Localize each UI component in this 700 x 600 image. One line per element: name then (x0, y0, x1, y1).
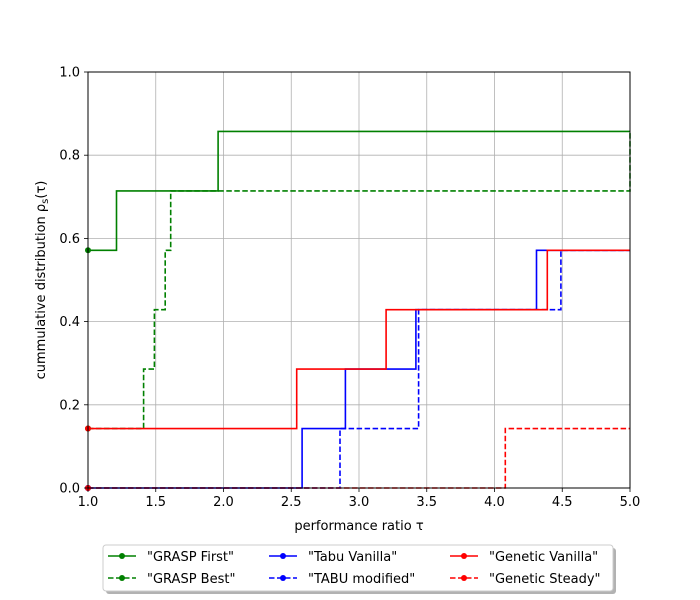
legend-label-1: "GRASP First" (147, 550, 234, 565)
series-line-5 (88, 249, 630, 430)
legend-label-5: "Genetic Vanilla" (489, 550, 598, 565)
y-tick-label: 1.0 (59, 66, 80, 81)
grid-lines (87, 71, 631, 489)
y-tick-label: 0.2 (59, 398, 80, 413)
legend-marker-4 (280, 575, 286, 581)
legend-box (102, 544, 614, 592)
legend-marker-3 (280, 553, 286, 559)
x-tick-label: 4.0 (484, 495, 505, 510)
x-tick-label: 2.0 (213, 495, 234, 510)
x-tick-label: 1.5 (145, 495, 166, 510)
y-axis-label: cummulative distribution ρs(τ) (34, 181, 51, 380)
x-tick-label: 3.5 (416, 495, 437, 510)
y-tick-label: 0.4 (59, 315, 80, 330)
series-line-4 (88, 249, 630, 489)
legend-marker-5 (461, 553, 467, 559)
series-line-2 (88, 131, 631, 430)
legend-marker-2 (119, 575, 125, 581)
x-tick-label: 2.5 (281, 495, 302, 510)
y-tick-label: 0.8 (59, 149, 80, 164)
legend-label-6: "Genetic Steady" (489, 572, 601, 587)
legend-marker-6 (461, 575, 467, 581)
axis-ticks: 1.0 1.5 2.0 2.5 3.0 3.5 4.0 4.5 5.0 0.0 0.2 0.4 0.6 0… (59, 66, 640, 511)
y-tick-label: 0.0 (59, 482, 80, 497)
legend-label-3: "Tabu Vanilla" (308, 550, 397, 565)
x-tick-label: 3.0 (349, 495, 370, 510)
series-line-1 (88, 130, 630, 252)
x-tick-label: 4.5 (552, 495, 573, 510)
x-tick-label: 1.0 (78, 495, 99, 510)
legend: "GRASP First" "GRASP Best" "Tabu Vanilla" "… (102, 544, 616, 594)
legend-label-4: "TABU modified" (308, 572, 415, 587)
x-axis-label: performance ratio τ (294, 519, 423, 534)
legend-marker-1 (119, 553, 125, 559)
y-tick-label: 0.6 (59, 232, 80, 247)
legend-label-2: "GRASP Best" (147, 572, 235, 587)
x-tick-label: 5.0 (620, 495, 641, 510)
